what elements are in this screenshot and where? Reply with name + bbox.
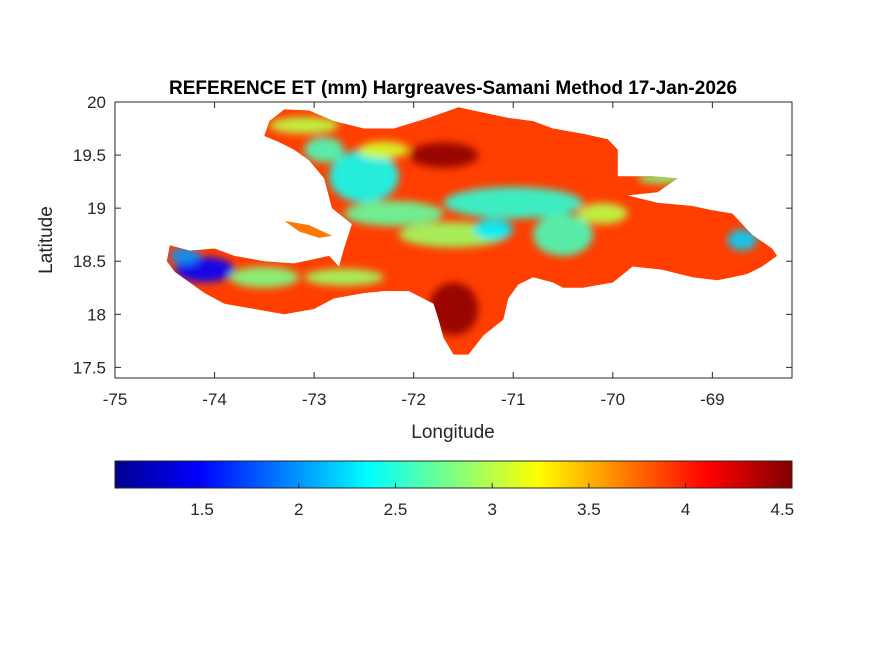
y-axis: 17.5 18 18.5 19 19.5 20 (73, 93, 792, 377)
hotspot-0 (329, 149, 399, 203)
colorbar-ticks: 1.5 2 2.5 3 3.5 4 4.5 (190, 483, 794, 519)
y-tick-label: 19.5 (73, 146, 106, 165)
colorbar-tick-label: 3 (487, 500, 496, 519)
hotspot-12 (229, 266, 300, 288)
hotspot-11 (169, 247, 200, 265)
colorbar (114, 460, 793, 489)
hotspot-layer (169, 116, 758, 336)
chart-title: REFERENCE ET (mm) Hargreaves-Samani Meth… (169, 78, 737, 99)
hotspot-6 (533, 213, 593, 256)
hotspot-16 (408, 142, 479, 168)
hotspot-13 (304, 268, 384, 286)
x-tick-label: -74 (202, 390, 227, 409)
x-tick-label: -75 (103, 390, 128, 409)
hotspot-3 (344, 200, 444, 227)
colorbar-tick-label: 4.5 (771, 500, 795, 519)
y-axis-label: Latitude (36, 206, 57, 274)
hotspot-17 (428, 282, 479, 336)
hotspot-1 (304, 137, 344, 163)
x-tick-label: -71 (501, 390, 526, 409)
x-tick-label: -70 (601, 390, 626, 409)
colorbar-tick-label: 3.5 (577, 500, 601, 519)
y-tick-label: 20 (87, 93, 106, 112)
y-tick-label: 19 (87, 199, 106, 218)
map-layer (166, 107, 778, 355)
y-tick-label: 18.5 (73, 252, 106, 271)
x-axis: -75 -74 -73 -72 -71 -70 -69 (103, 102, 725, 409)
colorbar-tick-label: 2.5 (384, 500, 408, 519)
hotspot-5 (473, 218, 514, 240)
axes-box (114, 101, 793, 379)
colorbar-tick-label: 4 (681, 500, 690, 519)
hotspot-2 (443, 186, 583, 219)
hotspot-15 (358, 141, 409, 159)
hotspot-7 (577, 202, 628, 225)
colorbar-tick-label: 1.5 (190, 500, 214, 519)
hotspot-8 (727, 229, 758, 251)
region-1 (284, 220, 332, 238)
hotspot-14 (269, 116, 340, 134)
x-tick-label: -73 (302, 390, 327, 409)
x-axis-label: Longitude (411, 422, 494, 443)
y-tick-label: 18 (87, 305, 106, 324)
x-tick-label: -72 (401, 390, 426, 409)
colorbar-tick-label: 2 (294, 500, 303, 519)
y-tick-label: 17.5 (73, 358, 106, 377)
x-tick-label: -69 (700, 390, 725, 409)
